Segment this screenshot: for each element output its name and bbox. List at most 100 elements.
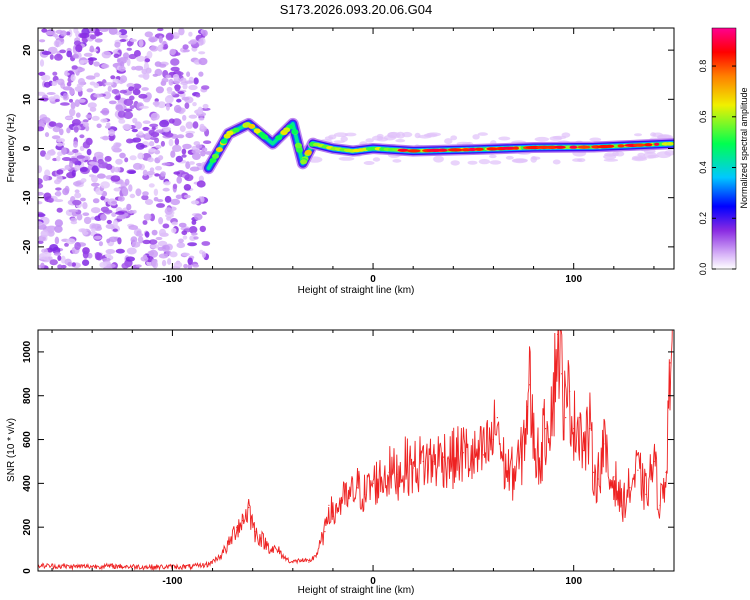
noise-blob — [148, 148, 157, 153]
noise-blob — [187, 242, 198, 247]
noise-blob — [184, 174, 194, 182]
streak-blob — [215, 147, 223, 153]
noise-blob — [52, 157, 58, 162]
noise-blob — [79, 60, 85, 65]
noise-blob — [93, 61, 100, 67]
noise-blob — [112, 219, 118, 228]
noise-blob — [94, 38, 103, 43]
noise-blob — [91, 165, 99, 174]
noise-blob — [169, 251, 178, 258]
noise-blob — [149, 123, 159, 128]
noise-blob — [56, 155, 61, 162]
noise-blob — [38, 126, 45, 132]
noise-blob — [188, 84, 198, 91]
snr-point — [228, 544, 230, 546]
noise-blob — [162, 223, 170, 229]
noise-blob — [80, 178, 87, 183]
noise-blob — [104, 155, 112, 162]
noise-blob — [124, 108, 133, 112]
trace-peak — [554, 145, 566, 149]
noise-blob — [202, 29, 208, 37]
noise-blob — [142, 169, 148, 177]
snr-point — [645, 493, 647, 495]
snr-point — [236, 526, 238, 528]
halo-blob — [365, 138, 375, 143]
noise-blob — [48, 96, 56, 102]
noise-blob — [69, 98, 73, 103]
noise-blob — [182, 83, 188, 90]
noise-blob — [52, 33, 59, 38]
halo-blob — [418, 134, 432, 139]
halo-blob — [444, 138, 453, 145]
noise-blob — [83, 216, 92, 225]
noise-blob — [164, 132, 174, 138]
streak-blob — [291, 129, 299, 135]
noise-blob — [134, 121, 142, 130]
noise-blob — [125, 256, 135, 262]
noise-blob — [162, 187, 170, 192]
noise-blob — [111, 89, 120, 94]
noise-blob — [168, 118, 175, 124]
colorbar-tick-label: 0.6 — [698, 111, 708, 124]
noise-blob — [54, 53, 63, 61]
noise-blob — [155, 165, 162, 171]
noise-blob — [74, 192, 82, 199]
halo-blob — [387, 131, 401, 139]
noise-blob — [82, 250, 89, 259]
snr-point — [526, 406, 529, 408]
noise-blob — [201, 211, 207, 215]
noise-blob — [129, 38, 137, 43]
noise-blob — [55, 79, 62, 83]
noise-blob — [41, 51, 52, 55]
noise-blob — [85, 114, 92, 119]
noise-blob — [115, 211, 125, 215]
halo-blob — [552, 159, 561, 165]
streak-blob — [283, 127, 291, 133]
trace-peak — [569, 145, 578, 149]
colorbar-tick-label: 0.0 — [698, 263, 708, 276]
noise-blob — [108, 134, 115, 142]
noise-blob — [201, 251, 206, 258]
noise-blob — [79, 32, 90, 39]
noise-blob — [176, 242, 186, 249]
noise-blob — [88, 161, 97, 165]
noise-blob — [147, 157, 154, 163]
noise-blob — [106, 122, 111, 127]
noise-blob — [181, 154, 187, 158]
noise-blob — [161, 244, 170, 252]
x-tick-label: 0 — [370, 576, 376, 587]
noise-blob — [91, 182, 100, 187]
snr-line — [38, 330, 673, 571]
noise-blob — [119, 39, 127, 42]
noise-blob — [148, 36, 158, 43]
noise-blob — [59, 49, 66, 54]
streak-blob — [212, 153, 219, 159]
noise-blob — [107, 85, 112, 92]
halo-blob — [450, 160, 460, 166]
noise-blob — [138, 74, 147, 78]
noise-blob — [197, 106, 203, 115]
snr-point — [593, 471, 595, 473]
halo-blob — [472, 134, 480, 140]
snr-point — [388, 471, 390, 473]
noise-blob — [186, 71, 191, 77]
noise-blob — [79, 134, 85, 139]
noise-blob — [123, 52, 130, 59]
trace-peak — [467, 147, 477, 152]
noise-blob — [148, 129, 155, 136]
noise-blob — [73, 126, 79, 133]
noise-blob — [165, 103, 170, 111]
y-tick-label: 200 — [22, 518, 33, 535]
noise-blob — [126, 82, 135, 88]
noise-blob — [135, 188, 142, 197]
noise-blob — [170, 150, 176, 158]
noise-blob — [38, 71, 46, 76]
noise-blob — [70, 101, 76, 110]
noise-blob — [41, 74, 51, 81]
noise-blob — [44, 152, 51, 161]
noise-blob — [38, 201, 43, 205]
noise-blob — [119, 89, 128, 94]
noise-blob — [77, 68, 85, 72]
noise-blob — [200, 196, 205, 203]
